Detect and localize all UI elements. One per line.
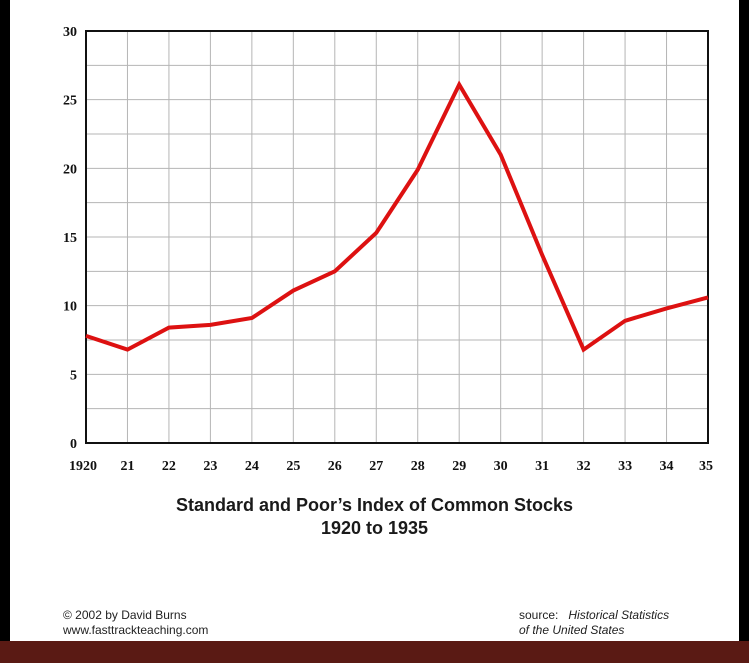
source-title-line-2: of the United States [519,623,625,637]
chart-title: Standard and Poor’s Index of Common Stoc… [175,495,574,515]
x-tick-label-21: 21 [120,459,134,474]
x-tick-label-24: 24 [245,459,259,474]
x-tick-label-30: 30 [494,459,508,474]
x-tick-label-25: 25 [286,459,300,474]
credit-line-2: www.fasttrackteaching.com [63,623,209,637]
y-tick-label-5: 5 [70,368,77,383]
source-label: source: [519,608,559,622]
chart-panel [10,0,739,641]
credit-line-1: © 2002 by David Burns [63,608,187,622]
x-tick-label-34: 34 [660,459,674,474]
bottom-bar [0,641,749,663]
x-tick-label-27: 27 [369,459,383,474]
y-tick-label-15: 15 [63,231,77,246]
y-tick-label-0: 0 [70,437,77,452]
x-tick-label-32: 32 [577,459,591,474]
y-axis-ticks: 0 5 10 15 20 25 30 [63,25,77,452]
source-line-1: source: Historical Statistics [519,608,669,623]
y-tick-label-10: 10 [63,300,77,315]
x-axis-ticks: 1920 21 22 23 24 25 26 27 28 29 30 31 32 33 34 35 [69,459,713,474]
y-tick-label-25: 25 [63,94,77,109]
x-tick-label-23: 23 [203,459,217,474]
x-tick-label-22: 22 [162,459,176,474]
source-block: source: Historical Statistics of the Uni… [519,608,669,638]
series-line-0 [85,80,709,353]
x-tick-label-33: 33 [618,459,632,474]
x-tick-label-26: 26 [328,459,342,474]
line-chart: 0 5 10 15 20 25 30 1920 21 22 23 24 25 26 27 28 29 30 31 3… [63,25,713,474]
chart-subtitle: 1920 to 1935 [320,518,429,538]
x-tick-label-28: 28 [411,459,425,474]
x-tick-label-1920: 1920 [69,459,97,474]
x-tick-label-29: 29 [452,459,466,474]
chart-title-block: Standard and Poor’s Index of Common Stoc… [0,494,749,540]
x-tick-label-31: 31 [535,459,549,474]
y-tick-label-20: 20 [63,162,77,177]
source-title-line-1: Historical Statistics [568,608,670,622]
x-tick-label-35: 35 [699,459,713,474]
plot-frame [85,30,709,444]
credit-block: © 2002 by David Burns www.fasttrackteach… [63,608,208,638]
chart-series [85,80,709,353]
y-tick-label-30: 30 [63,25,77,40]
chart-grid [85,30,709,444]
